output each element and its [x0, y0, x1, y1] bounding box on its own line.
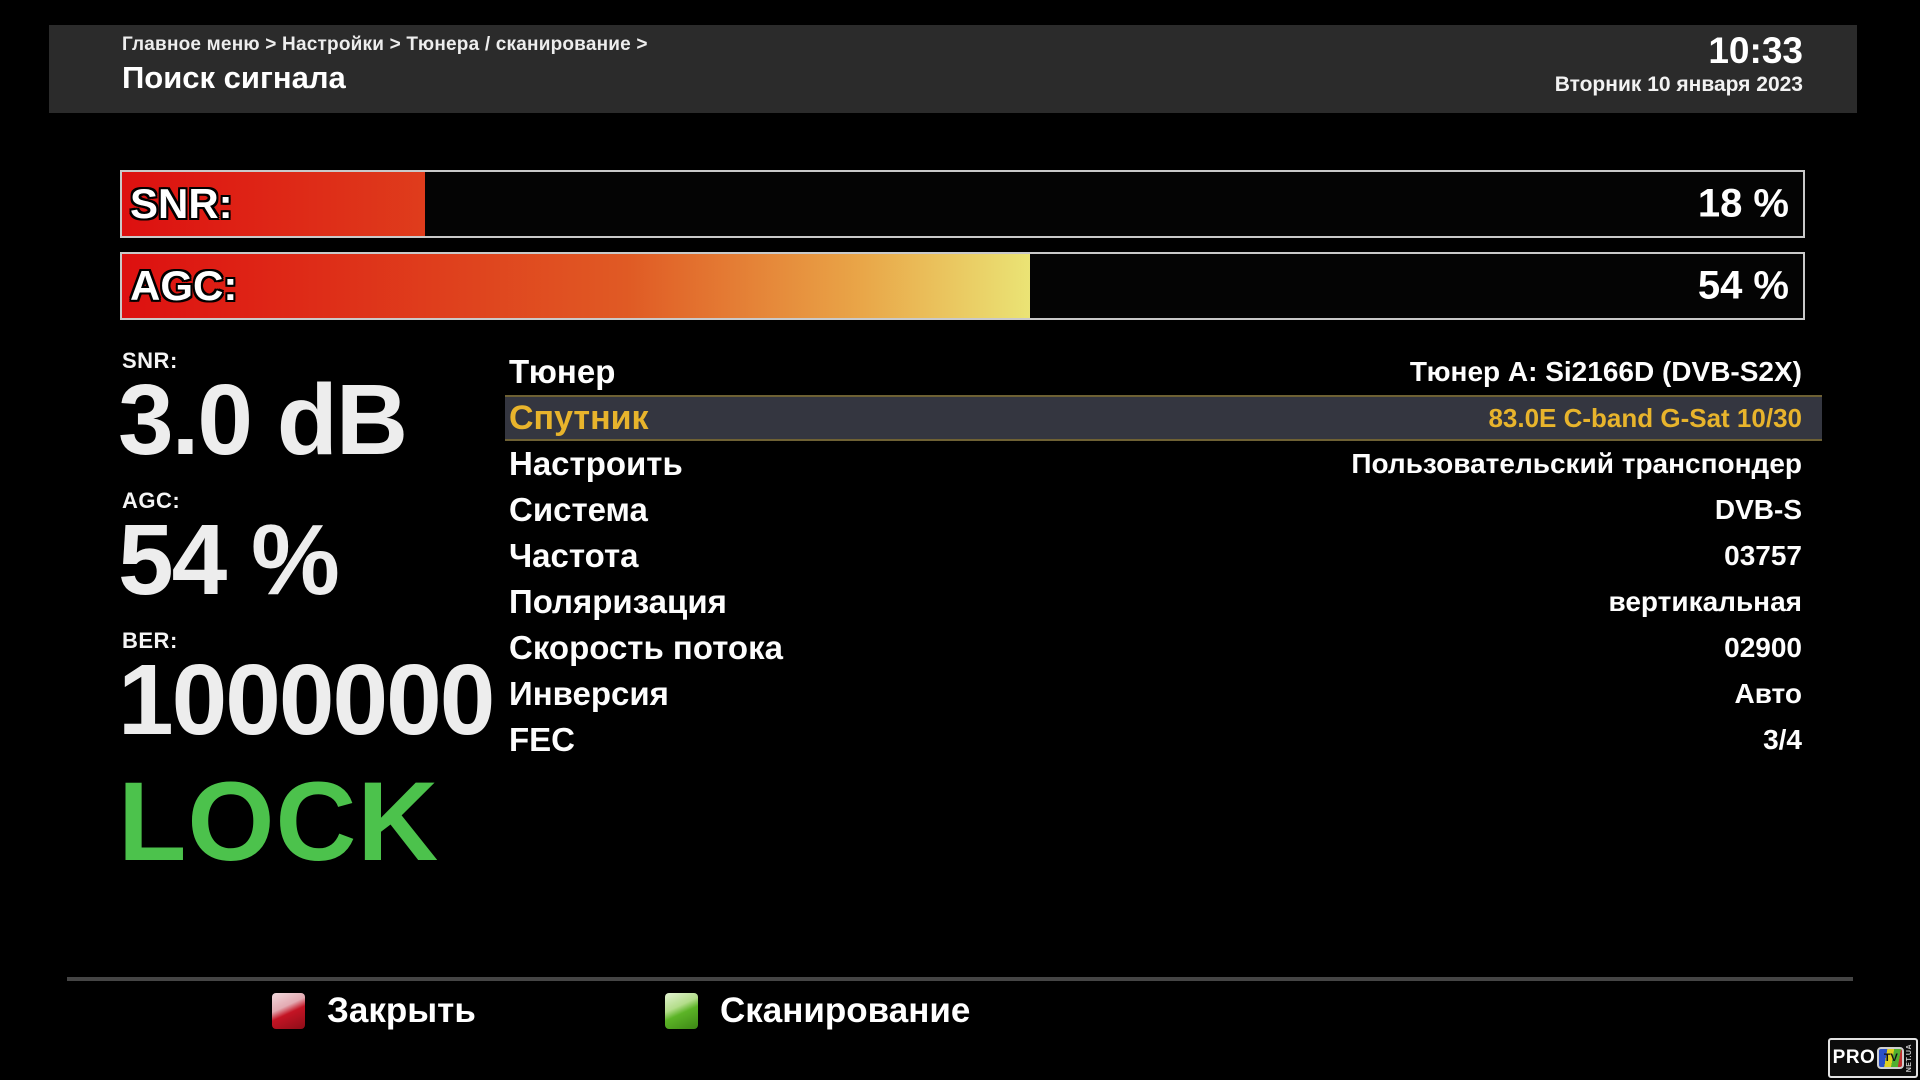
menu-row[interactable]: Инверсия Авто	[505, 671, 1822, 717]
menu-row[interactable]: Поляризация вертикальная	[505, 579, 1822, 625]
agc-stat-value: 54 %	[118, 504, 340, 616]
snr-bar-fill	[122, 172, 425, 236]
menu-row-label: Тюнер	[509, 353, 616, 390]
tv-set-icon: TV	[1877, 1047, 1905, 1069]
snr-bar-value: 18 %	[1697, 181, 1789, 226]
ber-stat-value: 1000000	[118, 644, 495, 756]
snr-stat-value: 3.0 dB	[118, 364, 408, 476]
green-key-icon	[665, 993, 698, 1029]
agc-bar-label: AGC:	[130, 262, 238, 309]
protv-logo: PRO TV NET.UA	[1828, 1038, 1918, 1078]
logo-pro-text: PRO	[1832, 1047, 1876, 1068]
menu-row-value: 83.0E C-band G-Sat 10/30	[1488, 402, 1802, 433]
menu-row-label: Скорость потока	[509, 629, 783, 666]
snr-stat-label: SNR:	[122, 348, 178, 373]
clock-date: Вторник 10 января 2023	[1554, 72, 1803, 96]
menu-row-value: Тюнер A: Si2166D (DVB-S2X)	[1409, 356, 1802, 387]
breadcrumb: Главное меню > Настройки > Тюнера / скан…	[122, 34, 648, 55]
menu-row-value: 02900	[1724, 632, 1802, 663]
menu-row[interactable]: Спутник 83.0E C-band G-Sat 10/30	[505, 395, 1822, 441]
menu-row-value: 3/4	[1763, 724, 1802, 755]
agc-progressbar: AGC: 54 %	[120, 252, 1805, 320]
menu-row[interactable]: FEC 3/4	[505, 717, 1822, 763]
logo-net-text: NET.UA	[1906, 1043, 1914, 1073]
menu-row-label: Система	[509, 491, 648, 528]
menu-row-label: Настроить	[509, 445, 683, 482]
menu-row[interactable]: Тюнер Тюнер A: Si2166D (DVB-S2X)	[505, 349, 1822, 395]
scan-button-label: Сканирование	[720, 991, 971, 1030]
menu-row-label: Поляризация	[509, 583, 727, 620]
tuner-settings-menu: Тюнер Тюнер A: Si2166D (DVB-S2X) Спутник…	[505, 0, 1822, 1080]
footer-divider	[67, 977, 1853, 981]
header-bar: Главное меню > Настройки > Тюнера / скан…	[49, 25, 1857, 113]
menu-row-value: DVB-S	[1714, 494, 1802, 525]
agc-stat-label: AGC:	[122, 488, 181, 513]
menu-row-label: Инверсия	[509, 675, 669, 712]
menu-row[interactable]: Скорость потока 02900	[505, 625, 1822, 671]
header-right: 10:33 Вторник 10 января 2023	[1554, 30, 1803, 109]
agc-bar-value: 54 %	[1697, 263, 1789, 308]
menu-row-value: Пользовательский транспондер	[1351, 448, 1802, 479]
close-button-label: Закрыть	[327, 991, 476, 1030]
menu-row-value: 03757	[1724, 540, 1802, 571]
menu-row-value: Авто	[1734, 678, 1802, 709]
header-left: Главное меню > Настройки > Тюнера / скан…	[122, 31, 648, 109]
scan-button[interactable]: Сканирование	[665, 991, 970, 1031]
snr-progressbar: SNR: 18 %	[120, 170, 1805, 238]
menu-row[interactable]: Настроить Пользовательский транспондер	[505, 441, 1822, 487]
menu-row-label: FEC	[509, 721, 575, 758]
agc-bar-fill	[122, 254, 1030, 318]
red-key-icon	[272, 993, 305, 1029]
menu-row-value: вертикальная	[1608, 586, 1802, 617]
snr-bar-label: SNR:	[130, 180, 233, 227]
menu-row-label: Частота	[509, 537, 639, 574]
menu-row[interactable]: Частота 03757	[505, 533, 1822, 579]
close-button[interactable]: Закрыть	[272, 991, 476, 1031]
ber-stat-label: BER:	[122, 628, 178, 653]
menu-row[interactable]: Система DVB-S	[505, 487, 1822, 533]
lock-status: LOCK	[118, 759, 440, 884]
logo-tv-text: TV	[1883, 1052, 1898, 1064]
page-title: Поиск сигнала	[122, 60, 346, 95]
clock-time: 10:33	[1708, 30, 1803, 71]
menu-row-label: Спутник	[509, 398, 649, 437]
